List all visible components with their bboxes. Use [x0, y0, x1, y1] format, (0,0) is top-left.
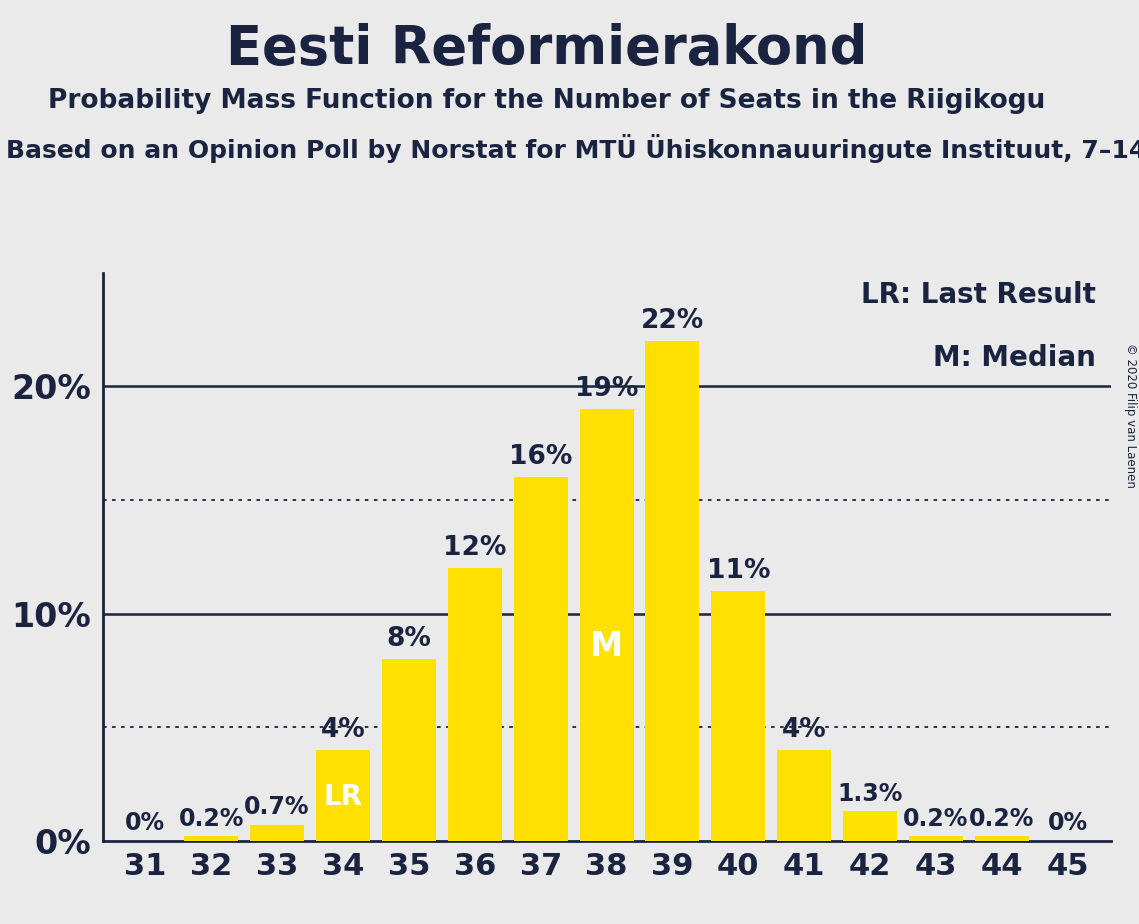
Text: 0.2%: 0.2%: [903, 807, 968, 831]
Bar: [646, 341, 699, 841]
Bar: [843, 811, 898, 841]
Text: LR: Last Result: LR: Last Result: [861, 281, 1096, 310]
Text: LR: LR: [323, 784, 362, 811]
Text: 19%: 19%: [575, 376, 638, 402]
Text: © 2020 Filip van Laenen: © 2020 Filip van Laenen: [1124, 344, 1137, 488]
Bar: [975, 836, 1029, 841]
Text: 22%: 22%: [641, 308, 704, 334]
Text: 0.2%: 0.2%: [969, 807, 1034, 831]
Text: M: M: [590, 630, 623, 663]
Bar: [514, 477, 567, 841]
Text: 0%: 0%: [1048, 811, 1088, 835]
Bar: [316, 750, 370, 841]
Text: 11%: 11%: [706, 558, 770, 584]
Text: 12%: 12%: [443, 535, 507, 561]
Text: 4%: 4%: [320, 717, 366, 743]
Text: 0%: 0%: [125, 811, 165, 835]
Text: 0.7%: 0.7%: [245, 796, 310, 820]
Text: 16%: 16%: [509, 444, 572, 470]
Text: 1.3%: 1.3%: [837, 782, 903, 806]
Text: Probability Mass Function for the Number of Seats in the Riigikogu: Probability Mass Function for the Number…: [48, 88, 1046, 114]
Text: 4%: 4%: [781, 717, 827, 743]
Bar: [909, 836, 962, 841]
Text: 0.2%: 0.2%: [179, 807, 244, 831]
Text: Based on an Opinion Poll by Norstat for MTÜ Ühiskonnauuringute Instituut, 7–14 A: Based on an Opinion Poll by Norstat for …: [6, 134, 1139, 163]
Text: Eesti Reformierakond: Eesti Reformierakond: [226, 23, 868, 75]
Bar: [448, 568, 502, 841]
Bar: [777, 750, 831, 841]
Bar: [580, 409, 633, 841]
Bar: [251, 825, 304, 841]
Text: 8%: 8%: [386, 626, 432, 652]
Bar: [711, 590, 765, 841]
Bar: [185, 836, 238, 841]
Text: M: Median: M: Median: [933, 344, 1096, 371]
Bar: [382, 659, 436, 841]
